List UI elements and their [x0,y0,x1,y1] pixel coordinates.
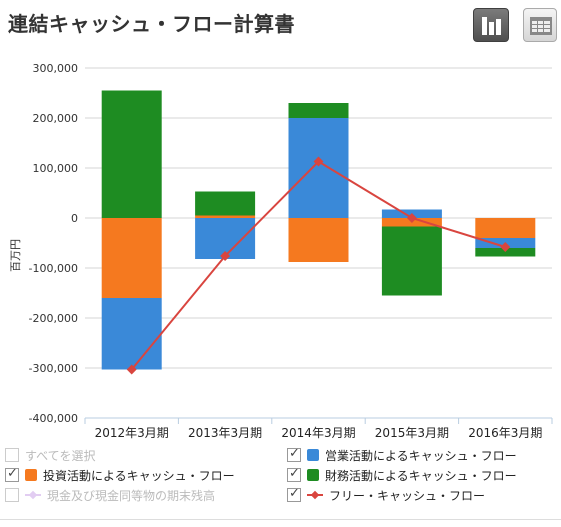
financing-checkbox[interactable] [287,466,301,482]
table-view-button[interactable] [523,8,557,42]
select-all-label: すべてを選択 [25,448,96,463]
operating-label: 営業活動によるキャッシュ・フロー [325,448,517,463]
chart-view-button[interactable] [473,8,509,42]
legend-item-investing[interactable]: 投資活動によるキャッシュ・フロー [5,466,235,484]
bar-segment [288,118,349,218]
y-axis-label: 百万円 [9,239,22,272]
line-point [500,242,511,252]
y-tick-label: -400,000 [29,412,78,425]
y-tick-label: -300,000 [29,362,78,375]
select-all-checkbox[interactable] [5,448,19,462]
free-cashflow-label: フリー・キャッシュ・フロー [329,488,486,503]
line-point [220,251,231,261]
bar-segment [101,90,162,218]
y-tick-label: 200,000 [33,112,79,125]
x-tick-label: 2012年3月期 [95,426,169,440]
x-tick-label: 2015年3月期 [375,426,449,440]
line-point [406,213,417,223]
free-cashflow-swatch [307,489,323,501]
legend-select-all[interactable]: すべてを選択 [5,446,95,464]
bar-segment [101,298,162,370]
bar-segment [195,191,256,216]
cash-balance-checkbox[interactable] [5,488,19,502]
investing-checkbox[interactable] [5,466,19,482]
line-point [126,364,137,375]
x-tick-label: 2016年3月期 [468,426,542,440]
y-tick-label: 0 [71,212,78,225]
y-tick-label: 100,000 [33,162,79,175]
operating-checkbox[interactable] [287,446,301,462]
y-tick-label: 300,000 [33,62,79,75]
legend-item-free-cashflow[interactable]: フリー・キャッシュ・フロー [287,486,485,504]
bar-segment [381,226,442,296]
bottom-divider [0,519,561,520]
bar-segment [101,218,162,298]
financing-label: 財務活動によるキャッシュ・フロー [325,468,517,483]
y-tick-label: -100,000 [29,262,78,275]
bar-segment [288,103,349,118]
x-tick-label: 2013年3月期 [188,426,262,440]
cash-balance-label: 現金及び現金同等物の期末残高 [47,488,216,503]
investing-swatch [25,469,37,481]
legend-item-cash-balance[interactable]: 現金及び現金同等物の期末残高 [5,486,215,504]
legend-item-operating[interactable]: 営業活動によるキャッシュ・フロー [287,446,517,464]
bar-segment [195,215,256,218]
table-icon [530,17,552,35]
x-tick-label: 2014年3月期 [281,426,355,440]
operating-swatch [307,449,319,461]
line-point [313,156,324,167]
y-tick-label: -200,000 [29,312,78,325]
legend-item-financing[interactable]: 財務活動によるキャッシュ・フロー [287,466,517,484]
cash-balance-swatch [25,489,41,501]
financing-swatch [307,469,319,481]
free-cashflow-checkbox[interactable] [287,486,301,502]
bar-chart-icon [482,17,501,35]
page-title: 連結キャッシュ・フロー計算書 [8,12,295,36]
investing-label: 投資活動によるキャッシュ・フロー [43,468,235,483]
legend: すべてを選択 投資活動によるキャッシュ・フロー 現金及び現金同等物の期末残高 営… [0,444,561,514]
bar-segment [475,218,536,238]
bar-segment [475,248,536,257]
bar-segment [288,218,349,262]
cashflow-chart: 300,000 200,000 100,000 0 -100,000 -200,000 -3… [9,62,553,440]
